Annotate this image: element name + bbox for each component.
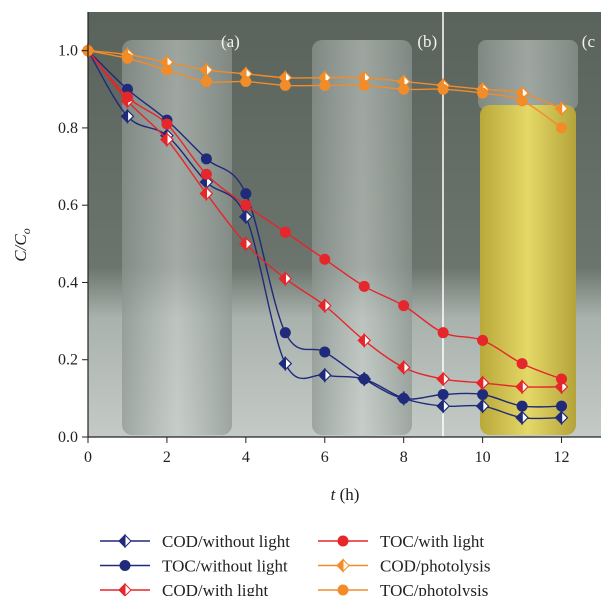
point	[201, 169, 212, 180]
x-tick-label: 2	[163, 449, 171, 466]
point	[240, 188, 251, 199]
point	[280, 327, 291, 338]
panel-label: (a)	[221, 32, 240, 51]
point	[477, 389, 488, 400]
point	[280, 227, 291, 238]
y-tick-label: 0.0	[58, 429, 78, 446]
y-tick-label: 0.4	[58, 274, 78, 291]
legend-symbol	[338, 585, 349, 596]
panel-label: (c	[582, 32, 596, 51]
point	[161, 119, 172, 130]
point	[477, 335, 488, 346]
legend-entry: TOC/without light	[100, 557, 288, 576]
photo-background	[88, 12, 601, 437]
legend-marker	[338, 536, 349, 547]
point	[556, 122, 567, 133]
point	[556, 374, 567, 385]
point	[359, 281, 370, 292]
legend-entry: TOC/photolysis	[318, 581, 488, 596]
panel-label: (b)	[417, 32, 437, 51]
point	[319, 80, 330, 91]
chart: C/Co t (h) (a) (b) (c 0.0 0.2 0.4 0.6 0.8 1.0 0 2 4…	[0, 0, 601, 596]
point	[319, 347, 330, 358]
y-tick-label: 0.6	[58, 197, 78, 214]
point	[122, 92, 133, 103]
point	[477, 88, 488, 99]
point	[438, 84, 449, 95]
y-tick-label: 0.2	[58, 352, 78, 369]
point	[201, 76, 212, 87]
x-tick-label: 10	[475, 449, 491, 466]
point	[280, 80, 291, 91]
point	[240, 76, 251, 87]
x-tick-label: 4	[242, 449, 250, 466]
legend-symbol	[119, 584, 125, 596]
legend-symbol	[119, 535, 125, 547]
legend-marker	[337, 560, 349, 572]
legend-symbol	[337, 560, 343, 572]
point	[438, 389, 449, 400]
legend-marker	[119, 584, 131, 596]
point	[319, 254, 330, 265]
legend-marker	[338, 585, 349, 596]
point	[438, 327, 449, 338]
point	[161, 64, 172, 75]
legend-label: COD/with light	[162, 581, 269, 596]
legend-label: COD/without light	[162, 532, 290, 551]
point	[240, 200, 251, 211]
legend-label: TOC/without light	[162, 557, 288, 576]
point	[398, 393, 409, 404]
x-tick-label: 0	[84, 449, 92, 466]
point	[122, 53, 133, 64]
point	[556, 401, 567, 412]
legend-label: COD/photolysis	[380, 557, 491, 576]
y-label-sub: o	[19, 228, 33, 234]
legend-marker	[119, 535, 131, 547]
legend-entry: COD/without light	[100, 532, 290, 551]
legend-label: TOC/photolysis	[380, 581, 488, 596]
legend-entry: TOC/with light	[318, 532, 484, 551]
x-label-rest: (h)	[335, 485, 359, 504]
y-label-main: C/C	[11, 234, 30, 262]
legend-label: TOC/with light	[380, 532, 484, 551]
y-axis-label: C/Co	[11, 228, 33, 261]
x-tick-label: 6	[321, 449, 329, 466]
y-tick-label: 1.0	[58, 43, 78, 60]
y-tick-label: 0.8	[58, 120, 78, 137]
legend-symbol	[120, 560, 131, 571]
legend-symbol	[338, 536, 349, 547]
point	[517, 401, 528, 412]
legend-entry: COD/with light	[100, 581, 269, 596]
legend-symbol	[343, 560, 349, 572]
legend-marker	[120, 560, 131, 571]
legend-symbol	[125, 535, 131, 547]
point	[359, 374, 370, 385]
point	[517, 95, 528, 106]
x-tick-label: 8	[400, 449, 408, 466]
point	[398, 84, 409, 95]
x-tick-label: 12	[554, 449, 570, 466]
point	[359, 80, 370, 91]
point	[517, 358, 528, 369]
x-axis-label: t (h)	[331, 485, 360, 504]
point	[398, 300, 409, 311]
legend-entry: COD/photolysis	[318, 557, 491, 576]
point	[201, 153, 212, 164]
legend-symbol	[125, 584, 131, 596]
